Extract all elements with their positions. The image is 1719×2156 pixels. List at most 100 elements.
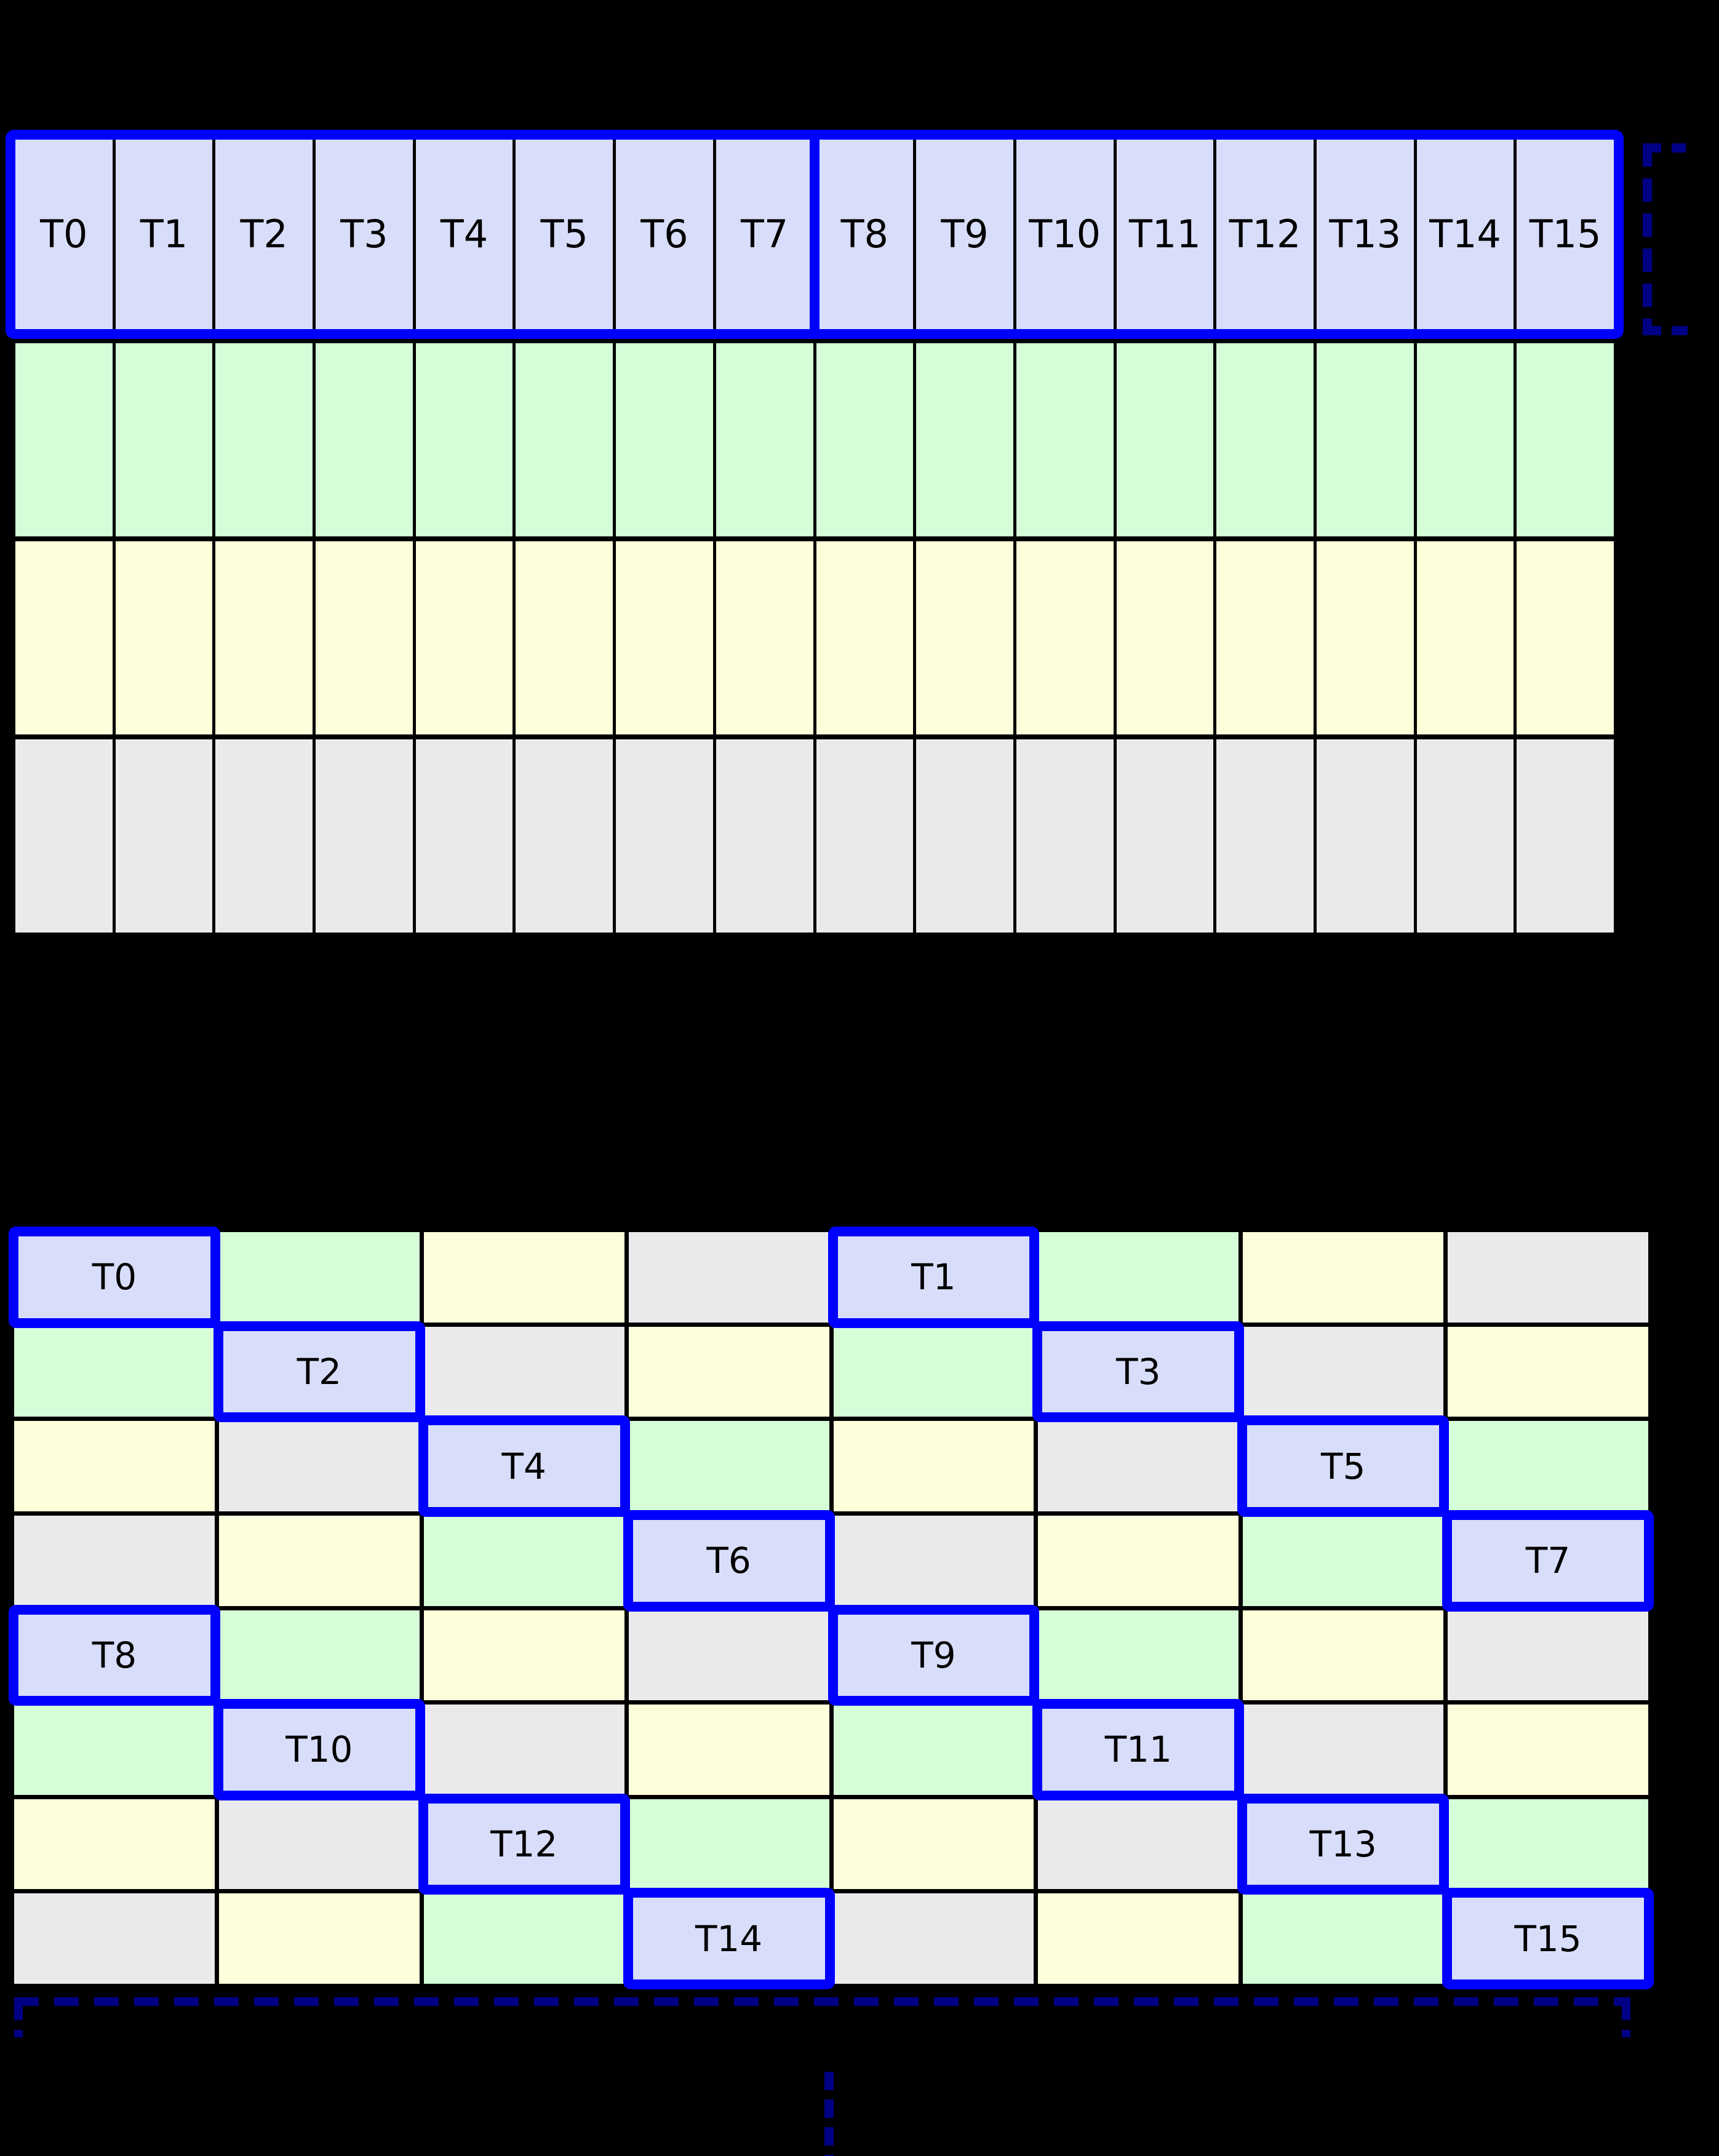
green-cell — [1038, 1232, 1239, 1323]
gray-cell — [1038, 1799, 1239, 1890]
gray-row-cell — [816, 739, 914, 933]
continuation-dashes — [824, 2072, 834, 2156]
green-row-cell — [1416, 343, 1514, 536]
green-cell — [833, 1705, 1034, 1795]
gray-cell — [1448, 1610, 1648, 1701]
thread-access-cell: T3 — [1032, 1321, 1245, 1422]
yellow-row-cell — [616, 541, 713, 734]
thread-access-cell: T9 — [828, 1604, 1040, 1706]
green-row-cell — [1316, 343, 1414, 536]
green-row-cell — [1216, 343, 1314, 536]
yellow-cell — [1448, 1326, 1648, 1417]
thread-cell: T10 — [1016, 140, 1114, 329]
thread-cell: T7 — [716, 140, 813, 329]
thread-access-cell: T5 — [1237, 1415, 1449, 1517]
green-cell — [1448, 1421, 1648, 1511]
green-cell — [628, 1421, 829, 1511]
yellow-cell — [628, 1326, 829, 1417]
gray-cell — [1243, 1705, 1444, 1795]
green-cell — [423, 1515, 624, 1606]
green-row-cell — [215, 343, 313, 536]
yellow-row-cell — [1517, 541, 1614, 734]
yellow-cell — [423, 1610, 624, 1701]
top-memory-grid: T0 T1 T2 T3 T4 T5 T6 T7 T8 T9 T10 T11 T12 T13 T14 T15 — [6, 130, 1624, 942]
green-cell — [1448, 1799, 1648, 1890]
gray-cell — [628, 1610, 829, 1701]
yellow-row-cell — [15, 541, 113, 734]
thread-cell: T12 — [1216, 140, 1314, 329]
yellow-cell — [14, 1421, 215, 1511]
gray-cell — [628, 1232, 829, 1323]
yellow-row-cell — [1016, 541, 1114, 734]
yellow-row-cell — [1116, 541, 1214, 734]
gray-row-cell — [115, 739, 213, 933]
gray-cell — [1243, 1326, 1444, 1417]
thread-cell: T11 — [1116, 140, 1214, 329]
green-row-cell — [415, 343, 513, 536]
gray-row-cell — [1016, 739, 1114, 933]
yellow-row-cell — [415, 541, 513, 734]
yellow-cell — [1243, 1610, 1444, 1701]
green-cell — [1038, 1610, 1239, 1701]
green-row — [15, 343, 1614, 536]
thread-cell: T2 — [215, 140, 313, 329]
yellow-row-cell — [516, 541, 613, 734]
yellow-cell — [14, 1799, 215, 1890]
green-cell — [1243, 1893, 1444, 1984]
bottom-bracket-left-end — [14, 2002, 23, 2037]
green-row-cell — [516, 343, 613, 536]
gray-row-cell — [1517, 739, 1614, 933]
gray-row-cell — [1416, 739, 1514, 933]
thread-cell: T1 — [115, 140, 213, 329]
yellow-cell — [833, 1799, 1034, 1890]
thread-access-cell: T2 — [213, 1321, 425, 1422]
gray-row-cell — [916, 739, 1013, 933]
gray-row-cell — [415, 739, 513, 933]
thread-access-cell: T14 — [623, 1888, 835, 1989]
thread-cell: T15 — [1517, 140, 1614, 329]
thread-access-cell: T10 — [213, 1699, 425, 1800]
thread-cell: T13 — [1316, 140, 1414, 329]
thread-access-cell: T8 — [9, 1604, 220, 1706]
gray-row-cell — [616, 739, 713, 933]
gray-row-cell — [1216, 739, 1314, 933]
yellow-cell — [218, 1515, 420, 1606]
green-row-cell — [616, 343, 713, 536]
gray-cell — [833, 1893, 1034, 1984]
green-cell — [218, 1232, 420, 1323]
yellow-row-cell — [1316, 541, 1414, 734]
yellow-cell — [833, 1421, 1034, 1511]
gray-row-cell — [516, 739, 613, 933]
yellow-row-cell — [716, 541, 813, 734]
thread-cell: T6 — [616, 140, 713, 329]
gray-row-cell — [316, 739, 413, 933]
green-cell — [628, 1799, 829, 1890]
green-cell — [833, 1326, 1034, 1417]
yellow-cell — [218, 1893, 420, 1984]
yellow-row-cell — [816, 541, 914, 734]
thread-cell: T3 — [316, 140, 413, 329]
gray-row-cell — [215, 739, 313, 933]
right-bracket-top-arm — [1643, 143, 1686, 153]
yellow-cell — [1038, 1515, 1239, 1606]
yellow-row — [15, 541, 1614, 734]
green-cell — [218, 1610, 420, 1701]
bottom-memory-grid: T0 T1 T2 T3 T4 T5 T6 T7 T8 T9 T10 T11 T12 T13 T14 T15 — [9, 1227, 1654, 1989]
thread-cell: T5 — [516, 140, 613, 329]
green-row-cell — [115, 343, 213, 536]
bottom-bracket-line — [14, 1997, 1630, 2006]
right-bracket-bottom-arm — [1643, 326, 1688, 335]
thread-access-cell: T6 — [623, 1510, 835, 1612]
thread-cell: T4 — [415, 140, 513, 329]
gray-row-cell — [716, 739, 813, 933]
bottom-bracket-right-end — [1622, 2002, 1630, 2037]
thread-cell: T9 — [916, 140, 1013, 329]
thread-access-cell: T4 — [418, 1415, 630, 1517]
green-row-cell — [716, 343, 813, 536]
thread-cell: T8 — [816, 140, 914, 329]
green-cell — [14, 1326, 215, 1417]
yellow-row-cell — [215, 541, 313, 734]
thread-access-cell: T11 — [1032, 1699, 1245, 1800]
thread-cell: T14 — [1416, 140, 1514, 329]
gray-row — [15, 739, 1614, 933]
